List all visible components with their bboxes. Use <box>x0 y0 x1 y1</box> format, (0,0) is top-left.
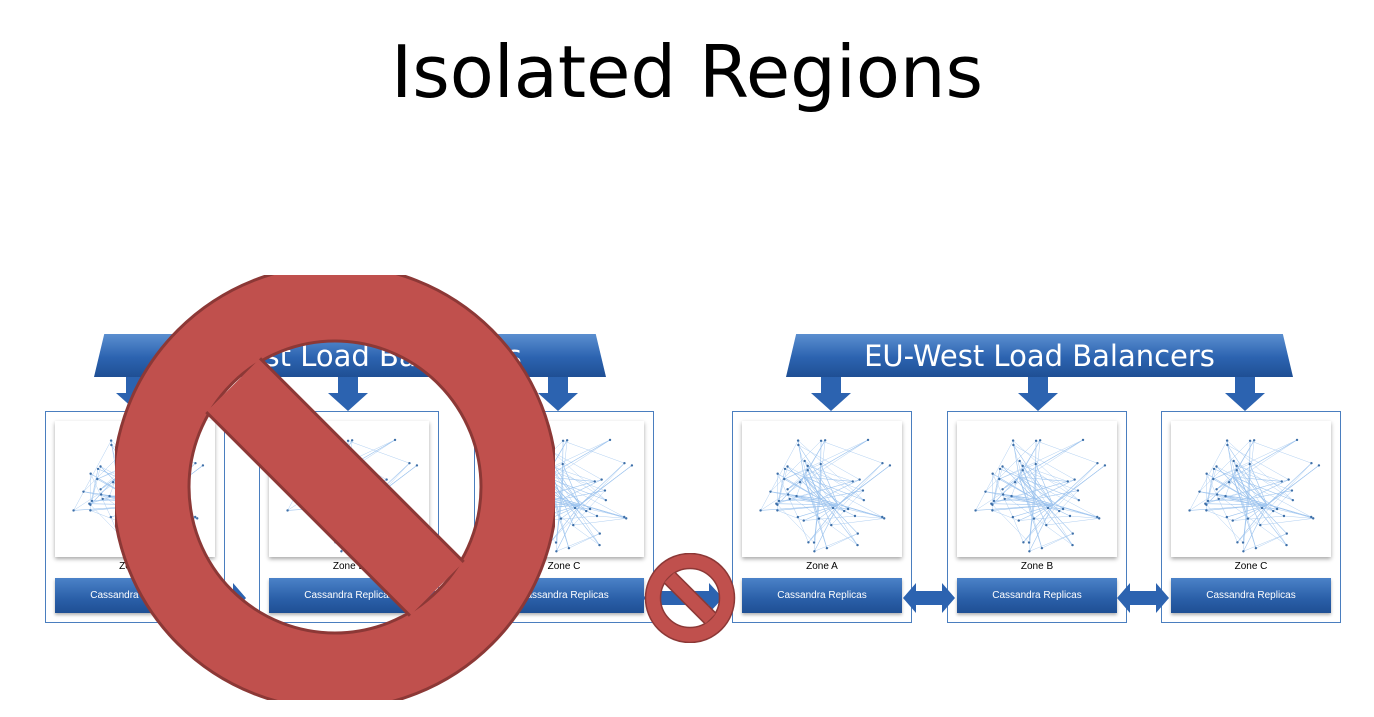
prohibition-icon <box>115 275 555 700</box>
zone-label: Zone B <box>332 561 366 572</box>
prohibition-icon <box>644 553 736 643</box>
cassandra-replicas-box: Cassandra Replicas <box>957 578 1117 613</box>
network-graph <box>957 421 1117 557</box>
eu-west-zone-c: Zone C Cassandra Replicas <box>1161 411 1341 623</box>
zone-label: Zone C <box>1234 561 1268 572</box>
eu-west-zone-a: Zone A Cassandra Replicas <box>732 411 912 623</box>
cassandra-replicas-box: Cassandra Replicas <box>1171 578 1331 613</box>
cassandra-replicas-box: Cassandra Replicas <box>742 578 902 613</box>
eu-west-banner-label: EU-West Load Balancers <box>864 338 1215 373</box>
arrow-down-icon <box>328 377 368 411</box>
eu-west-zone-b: Zone B Cassandra Replicas <box>947 411 1127 623</box>
arrow-down-icon <box>811 377 851 411</box>
zone-label: Zone C <box>547 561 581 572</box>
eu-west-load-balancers-banner: EU-West Load Balancers <box>786 334 1293 377</box>
zone-label: Zone A <box>806 561 838 572</box>
arrow-down-icon <box>1225 377 1265 411</box>
zone-label: Zone B <box>1020 561 1054 572</box>
double-arrow-icon <box>903 583 955 613</box>
page-title: Isolated Regions <box>390 30 984 114</box>
arrow-down-icon <box>1018 377 1058 411</box>
double-arrow-icon <box>1117 583 1169 613</box>
network-graph <box>1171 421 1331 557</box>
arrow-down-icon <box>538 377 578 411</box>
network-graph <box>742 421 902 557</box>
